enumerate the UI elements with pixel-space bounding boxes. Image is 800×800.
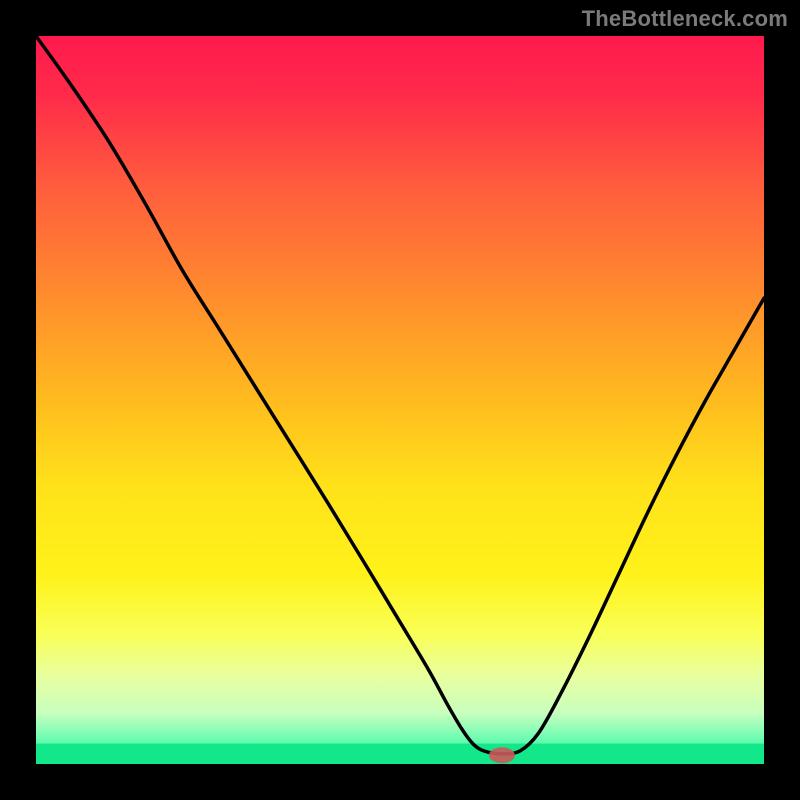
bottom-green-band bbox=[36, 744, 764, 764]
gradient-background bbox=[36, 36, 764, 764]
optimal-point-marker bbox=[489, 747, 515, 763]
chart-container: { "watermark": { "text": "TheBottleneck.… bbox=[0, 0, 800, 800]
bottleneck-curve-chart bbox=[0, 0, 800, 800]
watermark-text: TheBottleneck.com bbox=[582, 6, 788, 32]
